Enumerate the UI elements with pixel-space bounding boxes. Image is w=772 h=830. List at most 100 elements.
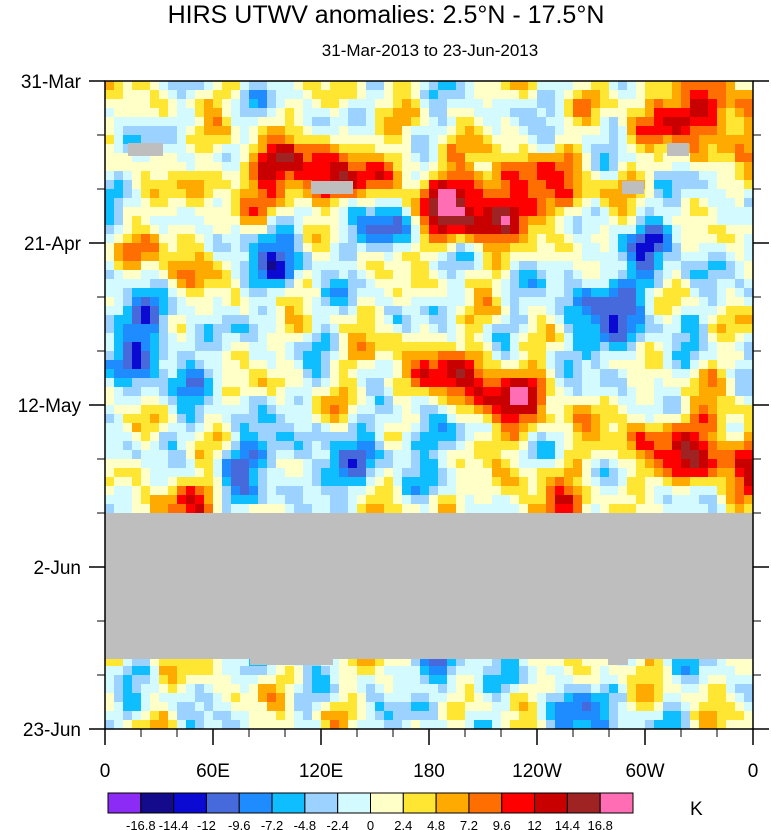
anomaly-cell	[321, 324, 331, 334]
anomaly-cell	[168, 504, 178, 514]
anomaly-cell	[438, 243, 448, 253]
anomaly-cell	[141, 126, 151, 136]
anomaly-cell	[231, 180, 241, 190]
anomaly-cell	[384, 162, 394, 172]
anomaly-cell	[573, 504, 583, 514]
anomaly-cell	[546, 477, 556, 487]
anomaly-cell	[591, 333, 601, 343]
anomaly-cell	[186, 297, 196, 307]
anomaly-cell	[681, 99, 691, 109]
anomaly-cell	[609, 153, 619, 163]
anomaly-cell	[645, 405, 655, 415]
anomaly-cell	[528, 99, 538, 109]
anomaly-cell	[645, 693, 655, 703]
anomaly-cell	[168, 369, 178, 379]
anomaly-cell	[285, 126, 295, 136]
anomaly-cell	[276, 414, 286, 424]
anomaly-cell	[213, 423, 223, 433]
anomaly-cell	[105, 135, 115, 145]
anomaly-cell	[483, 198, 493, 208]
anomaly-cell	[717, 459, 727, 469]
anomaly-cell	[330, 162, 340, 172]
anomaly-cell	[375, 378, 385, 388]
anomaly-cell	[285, 135, 295, 145]
anomaly-cell	[132, 162, 142, 172]
anomaly-cell	[348, 693, 358, 703]
anomaly-cell	[231, 666, 241, 676]
anomaly-cell	[357, 657, 367, 667]
anomaly-cell	[321, 675, 331, 685]
anomaly-cell	[303, 153, 313, 163]
anomaly-cell	[159, 306, 169, 316]
anomaly-cell	[465, 477, 475, 487]
anomaly-cell	[618, 414, 628, 424]
anomaly-cell	[231, 234, 241, 244]
anomaly-cell	[330, 405, 340, 415]
anomaly-cell	[213, 675, 223, 685]
anomaly-cell	[348, 369, 358, 379]
anomaly-cell	[717, 144, 727, 154]
anomaly-cell	[141, 216, 151, 226]
anomaly-cell	[519, 396, 529, 406]
anomaly-cell	[249, 423, 259, 433]
anomaly-cell	[672, 99, 682, 109]
anomaly-cell	[231, 225, 241, 235]
anomaly-cell	[321, 108, 331, 118]
anomaly-cell	[537, 324, 547, 334]
anomaly-cell	[393, 261, 403, 271]
anomaly-cell	[303, 108, 313, 118]
anomaly-cell	[708, 396, 718, 406]
anomaly-cell	[573, 126, 583, 136]
anomaly-cell	[159, 261, 169, 271]
anomaly-cell	[420, 279, 430, 289]
anomaly-cell	[375, 459, 385, 469]
anomaly-cell	[618, 351, 628, 361]
anomaly-cell	[141, 666, 151, 676]
anomaly-cell	[204, 378, 214, 388]
anomaly-cell	[186, 387, 196, 397]
anomaly-cell	[555, 207, 565, 217]
anomaly-cell	[456, 432, 466, 442]
anomaly-cell	[627, 486, 637, 496]
anomaly-cell	[492, 450, 502, 460]
anomaly-cell	[303, 459, 313, 469]
anomaly-cell	[321, 126, 331, 136]
anomaly-cell	[303, 702, 313, 712]
anomaly-cell	[141, 279, 151, 289]
anomaly-cell	[384, 126, 394, 136]
anomaly-cell	[177, 468, 187, 478]
anomaly-cell	[420, 198, 430, 208]
anomaly-cell	[249, 405, 259, 415]
anomaly-cell	[213, 117, 223, 127]
anomaly-cell	[105, 378, 115, 388]
anomaly-cell	[402, 279, 412, 289]
anomaly-cell	[438, 117, 448, 127]
anomaly-cell	[366, 405, 376, 415]
anomaly-cell	[195, 369, 205, 379]
anomaly-cell	[411, 450, 421, 460]
anomaly-cell	[366, 666, 376, 676]
anomaly-cell	[564, 144, 574, 154]
anomaly-cell	[555, 135, 565, 145]
anomaly-cell	[159, 450, 169, 460]
anomaly-cell	[699, 270, 709, 280]
anomaly-cell	[546, 243, 556, 253]
anomaly-cell	[330, 270, 340, 280]
anomaly-cell	[177, 333, 187, 343]
anomaly-cell	[456, 198, 466, 208]
anomaly-cell	[600, 414, 610, 424]
anomaly-cell	[735, 414, 745, 424]
anomaly-cell	[132, 495, 142, 505]
anomaly-cell	[573, 468, 583, 478]
anomaly-cell	[402, 486, 412, 496]
anomaly-cell	[438, 441, 448, 451]
anomaly-cell	[429, 99, 439, 109]
anomaly-cell	[375, 414, 385, 424]
anomaly-cell	[366, 108, 376, 118]
anomaly-cell	[726, 126, 736, 136]
anomaly-cell	[429, 180, 439, 190]
anomaly-cell	[150, 360, 160, 370]
anomaly-cell	[465, 360, 475, 370]
anomaly-cell	[366, 81, 376, 91]
anomaly-cell	[159, 189, 169, 199]
